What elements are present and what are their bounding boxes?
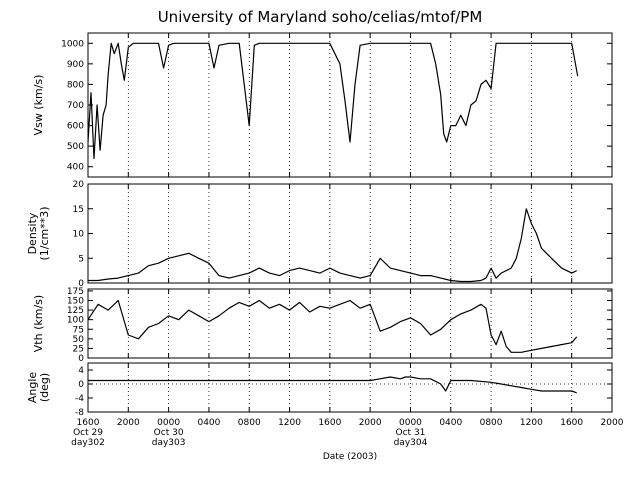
ytick-label-density-2: 10 [73, 230, 85, 240]
ylabel-density-0: Density [26, 212, 39, 254]
xtick-label-9: 0400 [439, 418, 462, 428]
ytick-label-angle-3: 4 [78, 366, 84, 376]
xtick-date-8: Oct 31 [396, 428, 426, 438]
ytick-label-vth-5: 125 [67, 306, 84, 316]
chart-title: University of Maryland soho/celias/mtof/… [158, 8, 483, 26]
ytick-label-vth-0: 0 [78, 354, 84, 364]
ytick-label-vth-4: 100 [67, 316, 84, 326]
xtick-date-2: Oct 30 [154, 428, 184, 438]
ytick-label-vth-3: 75 [73, 325, 84, 335]
ylabel-density-1: (1/cm**3) [38, 206, 51, 260]
xtick-label-5: 1200 [278, 418, 301, 428]
series-line-angle-0 [88, 376, 577, 394]
ytick-label-density-4: 20 [73, 180, 85, 190]
ytick-label-vsw-0: 400 [67, 163, 84, 173]
xtick-doy-0: day302 [71, 438, 105, 448]
xtick-label-8: 0000 [399, 418, 422, 428]
xtick-label-1: 2000 [117, 418, 140, 428]
ytick-label-vth-1: 25 [73, 344, 84, 354]
ytick-label-angle-2: 0 [78, 380, 84, 390]
ytick-label-density-1: 5 [78, 254, 84, 264]
ytick-label-vth-7: 175 [67, 287, 84, 297]
xtick-label-4: 0800 [238, 418, 261, 428]
panel-frame-vth [87, 288, 613, 359]
ytick-label-vth-2: 50 [73, 335, 85, 345]
ytick-label-vsw-2: 600 [67, 122, 84, 132]
xtick-label-7: 2000 [359, 418, 382, 428]
xtick-doy-8: day304 [394, 438, 428, 448]
series-line-vsw-0 [87, 42, 579, 160]
panel-frame-angle [87, 362, 613, 413]
ytick-label-angle-0: -8 [75, 408, 84, 418]
x-axis-title: Date (2003) [323, 452, 377, 462]
ytick-label-vsw-4: 800 [67, 80, 84, 90]
ylabel-vsw-0: Vsw (km/s) [32, 75, 45, 136]
ylabel-vth-0: Vth (km/s) [32, 295, 45, 352]
xtick-label-12: 1600 [560, 418, 583, 428]
xtick-label-13: 2000 [601, 418, 624, 428]
panel-frame-density [87, 183, 613, 284]
ytick-label-vsw-6: 1000 [61, 39, 84, 49]
xtick-label-3: 0400 [197, 418, 220, 428]
series-line-vth-0 [87, 299, 578, 353]
series-line-density-0 [88, 208, 577, 283]
xtick-date-0: Oct 29 [73, 428, 103, 438]
xtick-label-0: 1600 [77, 418, 100, 428]
xtick-label-2: 0000 [157, 418, 180, 428]
ytick-label-density-0: 0 [78, 279, 84, 289]
ytick-label-vsw-3: 700 [67, 101, 84, 111]
ylabel-angle-1: (deg) [38, 373, 51, 402]
ytick-label-vsw-1: 500 [67, 142, 84, 152]
ytick-label-vsw-5: 900 [67, 60, 84, 70]
xtick-label-10: 0800 [480, 418, 503, 428]
xtick-doy-2: day303 [152, 438, 186, 448]
ytick-label-vth-6: 150 [67, 297, 84, 307]
xtick-label-11: 1200 [520, 418, 543, 428]
xtick-label-6: 1600 [318, 418, 341, 428]
ytick-label-density-3: 15 [73, 205, 84, 215]
ytick-label-angle-1: -4 [75, 394, 84, 404]
ylabel-angle-0: Angle [26, 372, 39, 404]
